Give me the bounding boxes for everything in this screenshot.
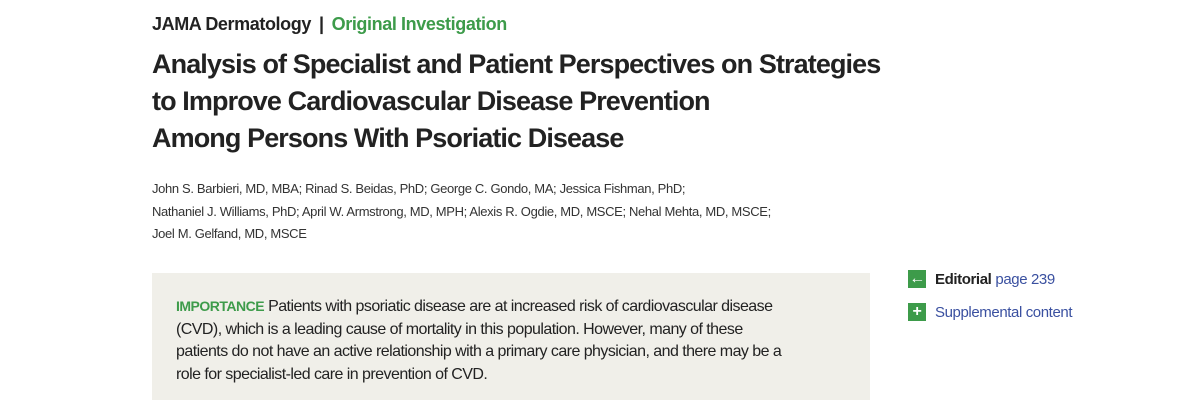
editorial-label: Editorial: [935, 270, 992, 288]
article-title: Analysis of Specialist and Patient Persp…: [152, 46, 881, 157]
abstract-line: role for specialist-led care in preventi…: [176, 365, 488, 383]
abstract-line: patients do not have an active relations…: [176, 343, 782, 360]
abstract-box: [152, 273, 870, 400]
title-line: to Improve Cardiovascular Disease Preven…: [152, 86, 711, 116]
supplemental-link[interactable]: + Supplemental content: [908, 303, 1073, 321]
editorial-page-link[interactable]: page 239: [995, 270, 1055, 288]
abstract-label: IMPORTANCE: [176, 298, 265, 314]
supplemental-content-link[interactable]: Supplemental content: [935, 303, 1073, 321]
header-separator: |: [318, 14, 324, 34]
arrow-left-icon: ←: [908, 270, 926, 288]
editorial-link[interactable]: ← Editorial page 239: [908, 270, 1055, 288]
journal-name: JAMA Dermatology: [152, 14, 311, 34]
abstract-line: Patients with psoriatic disease are at i…: [268, 298, 773, 315]
author-line: Joel M. Gelfand, MD, MSCE: [152, 226, 307, 241]
title-line: Among Persons With Psoriatic Disease: [152, 123, 624, 153]
abstract-importance: IMPORTANCE Patients with psoriatic diseas…: [176, 295, 782, 386]
plus-icon: +: [908, 303, 926, 321]
article-type: Original Investigation: [331, 14, 508, 34]
abstract-line: (CVD), which is a leading cause of morta…: [176, 320, 743, 338]
author-line: Nathaniel J. Williams, PhD; April W. Arm…: [152, 203, 771, 219]
journal-header: JAMA Dermatology | Original Investigation: [152, 14, 507, 35]
title-line: Analysis of Specialist and Patient Persp…: [152, 49, 881, 79]
author-line: John S. Barbieri, MD, MBA; Rinad S. Beid…: [152, 181, 686, 196]
author-list: John S. Barbieri, MD, MBA; Rinad S. Beid…: [152, 178, 771, 246]
